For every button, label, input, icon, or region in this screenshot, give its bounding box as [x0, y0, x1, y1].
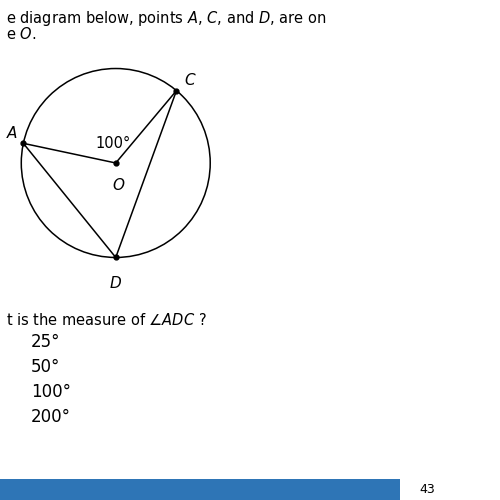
Text: $C$: $C$: [184, 72, 196, 88]
Text: e $O$.: e $O$.: [6, 26, 36, 42]
Text: $O$: $O$: [112, 177, 125, 193]
Text: 50°: 50°: [31, 358, 60, 376]
Text: $A$: $A$: [6, 125, 18, 141]
Text: 100°: 100°: [96, 136, 131, 150]
Text: t is the measure of $\angle ADC$ ?: t is the measure of $\angle ADC$ ?: [6, 312, 207, 328]
Text: 200°: 200°: [31, 408, 71, 426]
Text: 43: 43: [420, 483, 436, 496]
Text: 25°: 25°: [31, 333, 60, 351]
Text: $D$: $D$: [109, 275, 122, 291]
Text: e diagram below, points $A$, $C$, and $D$, are on: e diagram below, points $A$, $C$, and $D…: [6, 10, 327, 29]
Text: 100°: 100°: [31, 382, 71, 400]
